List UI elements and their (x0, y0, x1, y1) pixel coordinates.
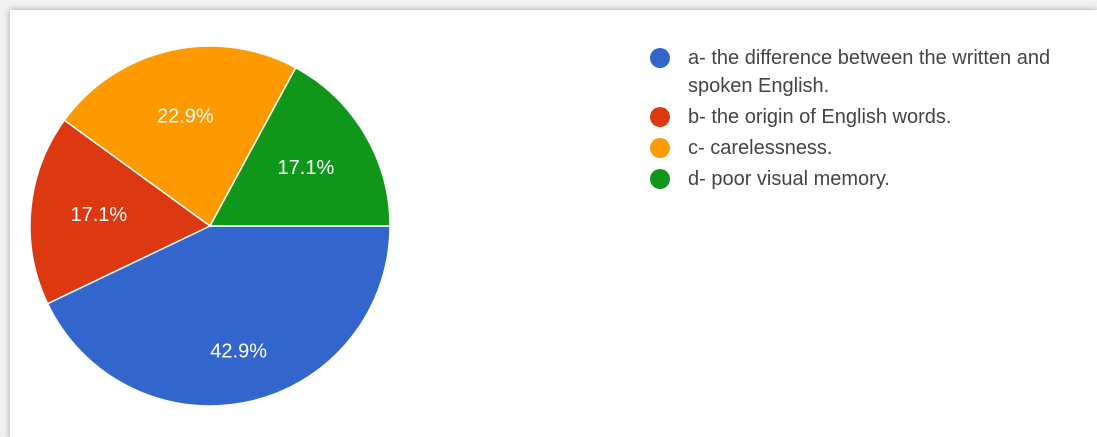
legend-item-b: b- the origin of English words. (650, 103, 1095, 131)
pie-slice-a (46, 225, 391, 407)
pie-slice-d (208, 66, 391, 227)
legend-marker-icon (650, 169, 670, 189)
pie-chart: 42.9% 17.1% 22.9% 17.1% (29, 45, 391, 407)
slice-label-d: 17.1% (278, 157, 335, 179)
legend-label: a- the difference between the written an… (688, 47, 1051, 97)
legend-marker-icon (650, 138, 670, 158)
legend-label: b- the origin of English words. (688, 106, 952, 128)
slice-label-a: 42.9% (210, 341, 267, 363)
slice-label-c: 22.9% (157, 105, 214, 127)
pie-slice-c (63, 45, 297, 228)
legend-marker-icon (650, 107, 670, 127)
legend-marker-icon (650, 48, 670, 68)
legend-label: c- carelessness. (688, 137, 833, 159)
legend-item-a: a- the difference between the written an… (650, 44, 1095, 100)
legend-item-c: c- carelessness. (650, 134, 1095, 162)
chart-legend: a- the difference between the written an… (650, 44, 1095, 196)
legend-item-d: d- poor visual memory. (650, 165, 1095, 193)
slice-label-b: 17.1% (71, 204, 128, 226)
pie-slice-b (29, 119, 212, 305)
legend-label: d- poor visual memory. (688, 168, 890, 190)
chart-card: 42.9% 17.1% 22.9% 17.1% a- the difference b… (10, 10, 1097, 437)
